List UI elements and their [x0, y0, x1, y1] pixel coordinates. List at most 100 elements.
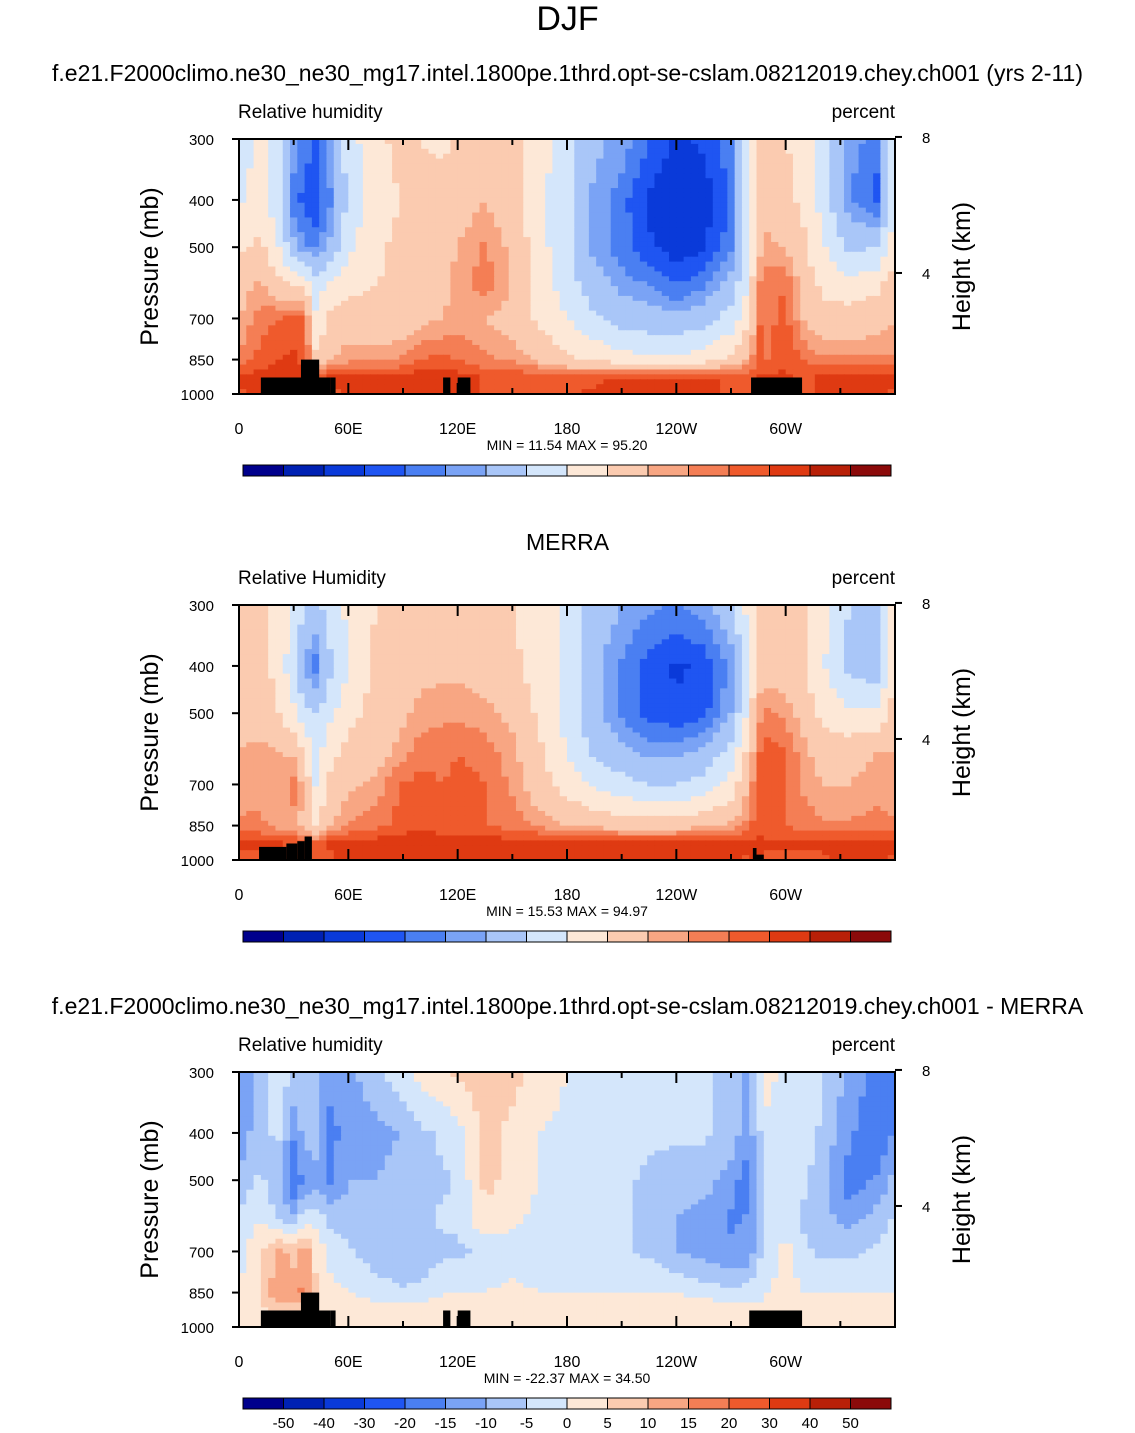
field-cell [618, 374, 626, 380]
field-cell [326, 222, 335, 228]
field-cell [275, 335, 284, 341]
field-cell [873, 207, 882, 214]
field-cell [319, 369, 328, 375]
field-cell [603, 139, 612, 145]
field-cell [370, 354, 379, 361]
field-cell [734, 384, 743, 390]
field-cell [406, 310, 415, 317]
field-cell [581, 197, 590, 204]
field-cell [727, 183, 736, 189]
field-cell [588, 291, 597, 297]
field-cell [771, 192, 779, 199]
field-cell [807, 310, 816, 317]
field-cell [851, 315, 860, 322]
field-cell [581, 374, 590, 380]
field-cell [319, 300, 328, 307]
field-cell [778, 295, 787, 302]
field-cell [494, 163, 502, 170]
field-cell [399, 305, 408, 312]
field-cell [472, 217, 481, 223]
field-cell [268, 158, 277, 165]
field-cell [873, 379, 882, 385]
field-cell [581, 330, 590, 336]
field-cell [785, 305, 794, 312]
field-cell [625, 379, 634, 385]
field-cell [275, 310, 284, 317]
field-cell [464, 178, 473, 184]
field-cell [260, 315, 269, 322]
field-cell [333, 291, 342, 297]
field-cell [472, 379, 481, 385]
field-cell [669, 148, 677, 155]
field-cell [858, 256, 867, 263]
field-cell [552, 266, 561, 272]
field-cell [705, 310, 714, 317]
field-cell [413, 197, 422, 204]
field-cell [450, 281, 459, 287]
field-cell [370, 256, 379, 263]
field-cell [559, 227, 568, 233]
field-cell [370, 168, 379, 174]
field-cell [574, 605, 583, 611]
field-cell [377, 281, 386, 287]
field-cell [771, 609, 779, 616]
field-cell [873, 295, 882, 302]
field-cell [355, 173, 364, 179]
field-cell [515, 188, 524, 194]
field-cell [588, 256, 597, 263]
field-cell [341, 212, 349, 219]
field-cell [559, 359, 568, 366]
field-cell [851, 281, 860, 287]
field-cell [494, 227, 502, 233]
field-cell [822, 605, 830, 611]
field-cell [457, 344, 466, 351]
field-cell [741, 163, 750, 170]
field-cell [661, 197, 670, 204]
field-cell [552, 192, 561, 199]
field-cell [654, 389, 663, 395]
colorbar-swatch [242, 464, 284, 477]
field-cell [523, 310, 532, 317]
field-cell [851, 330, 860, 336]
field-cell [268, 369, 277, 375]
field-cell [443, 266, 451, 272]
field-cell [618, 369, 626, 375]
field-cell [275, 261, 284, 268]
field-cell [421, 359, 430, 366]
field-cell [763, 295, 772, 302]
field-cell [486, 310, 495, 317]
field-cell [282, 143, 291, 150]
field-cell [486, 266, 495, 272]
field-cell [676, 300, 685, 307]
field-cell [778, 256, 787, 263]
field-cell [472, 148, 481, 155]
field-cell [880, 202, 889, 209]
field-cell [661, 261, 670, 268]
field-cell [406, 217, 415, 223]
field-cell [647, 605, 656, 611]
field-cell [661, 202, 670, 209]
field-cell [749, 349, 758, 356]
field-cell [814, 266, 823, 272]
field-cell [282, 305, 291, 312]
field-cell [421, 310, 430, 317]
field-cell [858, 335, 867, 341]
field-cell [443, 217, 451, 223]
field-cell [333, 286, 342, 292]
field-cell [763, 188, 772, 194]
field-cell [814, 183, 823, 189]
field-cell [239, 232, 247, 238]
field-cell [333, 384, 342, 390]
field-cell [494, 256, 502, 263]
field-cell [304, 286, 313, 292]
field-cell [508, 379, 517, 385]
field-cell [413, 315, 422, 322]
field-cell [639, 207, 648, 214]
field-cell [690, 227, 699, 233]
field-cell [720, 315, 728, 322]
field-cell [887, 139, 896, 145]
field-cell [282, 188, 291, 194]
field-cell [384, 261, 393, 268]
field-cell [479, 384, 488, 390]
field-cell [450, 173, 459, 179]
